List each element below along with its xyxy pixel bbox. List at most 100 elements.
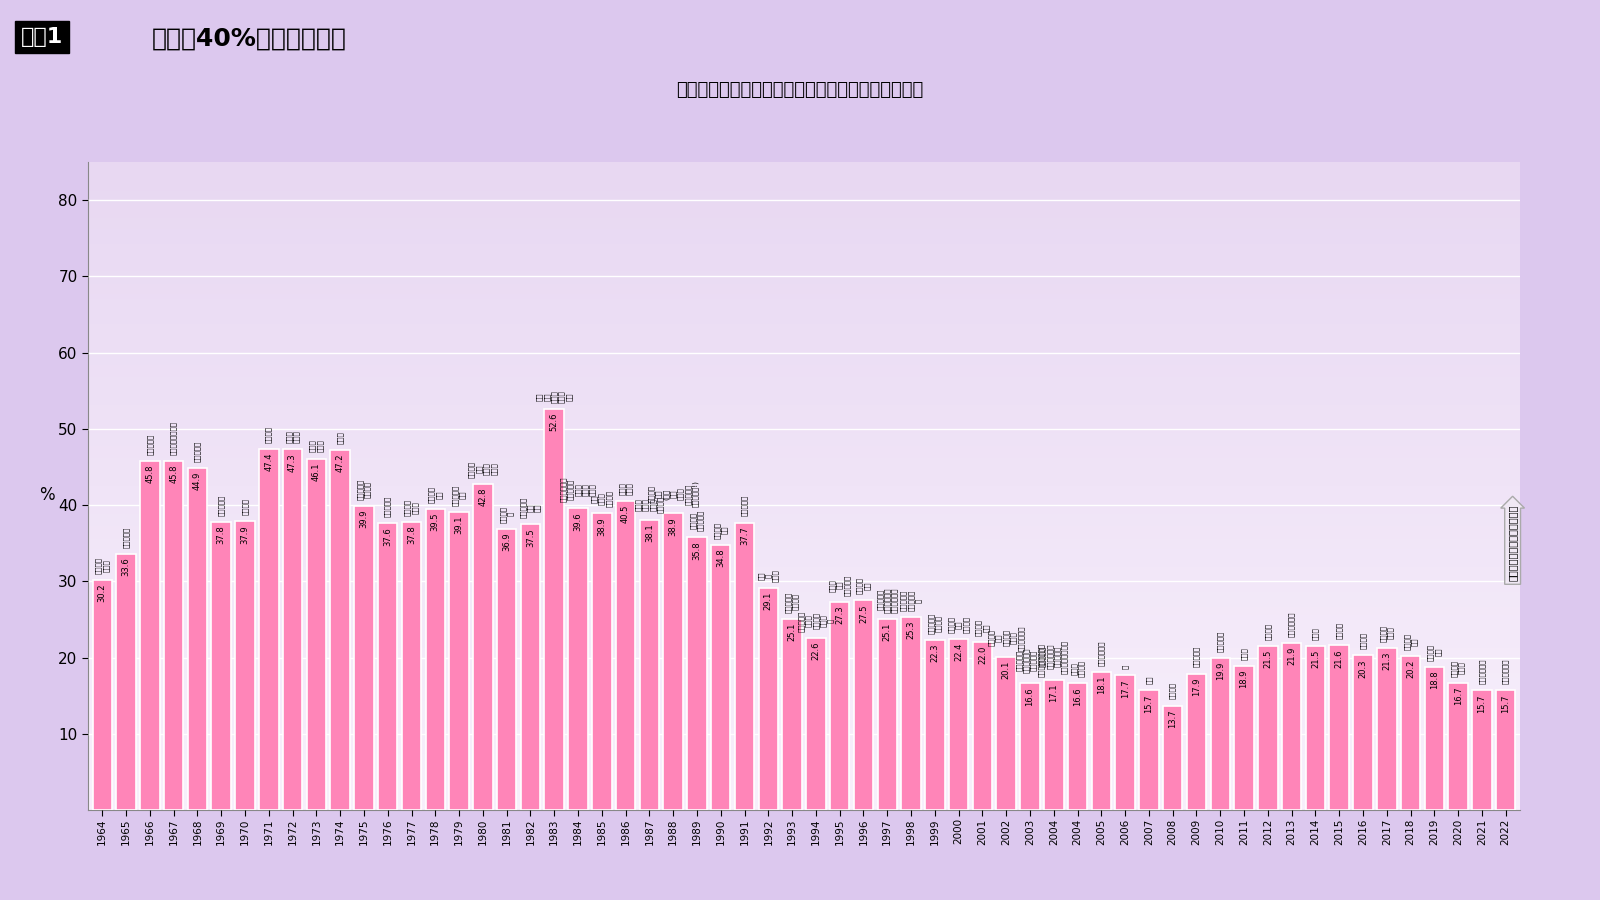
Bar [1306, 646, 1325, 810]
Text: 37.6: 37.6 [384, 527, 392, 546]
Text: 瞳: 瞳 [1122, 665, 1128, 669]
Bar [1115, 675, 1134, 810]
Text: 15.7: 15.7 [1501, 694, 1510, 713]
Text: 22.4: 22.4 [954, 643, 963, 662]
Text: ノンちゃん
の夢
家族: ノンちゃん の夢 家族 [520, 497, 541, 518]
Bar [307, 459, 326, 810]
Bar [235, 521, 254, 810]
Text: なっちゃん
の鮎: なっちゃん の鮎 [453, 484, 466, 506]
Text: 鳩子の海: 鳩子の海 [266, 426, 272, 443]
Text: 18.9: 18.9 [1240, 670, 1248, 688]
Text: 35.8: 35.8 [693, 541, 701, 560]
Text: 15.7: 15.7 [1477, 694, 1486, 713]
Text: 21.3: 21.3 [1382, 652, 1392, 670]
Text: おひさま: おひさま [1170, 682, 1176, 699]
Text: ちゅらさん: ちゅらさん [741, 495, 747, 517]
Bar [354, 506, 374, 810]
Text: 22.3: 22.3 [930, 644, 939, 662]
Bar [211, 522, 230, 810]
Text: 16.6: 16.6 [1026, 688, 1035, 706]
Bar [734, 523, 754, 810]
Text: 18.1: 18.1 [1098, 676, 1106, 694]
Text: 52.6: 52.6 [550, 413, 558, 431]
Text: 天花: 天花 [1146, 676, 1152, 684]
Text: 17.9: 17.9 [1192, 678, 1202, 696]
Text: 25.1: 25.1 [787, 623, 797, 641]
Text: 20.3: 20.3 [1358, 659, 1368, 678]
Text: 34.8: 34.8 [717, 548, 725, 567]
Y-axis label: %: % [40, 486, 54, 504]
Text: 純情きらり
ファイト: 純情きらり ファイト [786, 591, 798, 613]
Text: 藺子ひとり: 藺子ひとり [194, 440, 200, 462]
Text: 青春
家族
純はん
の応援
金京: 青春 家族 純はん の応援 金京 [536, 391, 573, 403]
Text: 21.5: 21.5 [1310, 650, 1320, 669]
Text: おひさま
女房: おひさま 女房 [856, 577, 870, 594]
Bar [1211, 658, 1230, 810]
Text: まさんの
写真館: まさんの 写真館 [405, 499, 419, 516]
Bar [782, 618, 802, 810]
Text: 39.6: 39.6 [573, 512, 582, 530]
Text: カムカム
エール: カムカム エール [1379, 625, 1394, 642]
Bar [187, 468, 206, 810]
Text: ＮＨＫ朝の連続テレビ小説平均視聴率の年度別推移: ＮＨＫ朝の連続テレビ小説平均視聴率の年度別推移 [677, 81, 923, 99]
Text: おはなはん: おはなはん [123, 526, 130, 548]
Text: 凜凜
駒はん
でメダル: 凜凜 駒はん でメダル [590, 491, 613, 508]
Bar [141, 461, 160, 810]
Bar [544, 409, 563, 810]
Text: おんな
は度胸: おんな は度胸 [619, 482, 632, 495]
Text: 北の家族: 北の家族 [242, 498, 248, 515]
Bar [973, 643, 992, 810]
Text: 天うらら
甘辛しゃん: 天うらら 甘辛しゃん [690, 509, 704, 531]
Text: と姉ちゃん
ようこい: と姉ちゃん ようこい [928, 613, 942, 634]
Bar [806, 638, 826, 810]
Text: 花子とアン
とまんベン
愛: 花子とアン とまんベン 愛 [901, 590, 922, 611]
Text: 37.8: 37.8 [216, 526, 226, 544]
Text: ハイカラ
さん: ハイカラ さん [429, 486, 442, 503]
Bar [163, 461, 184, 810]
Text: 47.2: 47.2 [336, 454, 344, 473]
Bar [1139, 690, 1158, 810]
Text: ロマンス
心は
いつも
はるか: ロマンス 心は いつも はるか [469, 461, 498, 478]
Bar [498, 528, 517, 810]
Bar [1067, 683, 1088, 810]
Text: チョッちゃん
和やっつの
ことの
都の風
先生歌: チョッちゃん 和やっつの ことの 都の風 先生歌 [560, 476, 597, 502]
Text: 40.5: 40.5 [621, 505, 630, 524]
Bar [758, 589, 778, 810]
Text: 37.8: 37.8 [406, 526, 416, 544]
Bar [1091, 672, 1110, 810]
Text: 13.7: 13.7 [1168, 709, 1178, 728]
Text: ちりとてちん: ちりとてちん [1098, 641, 1104, 666]
Text: 図表1: 図表1 [21, 27, 62, 47]
Text: とと姉: とと姉 [1240, 647, 1248, 660]
Text: 花子とアン: 花子とアン [1218, 631, 1224, 652]
Bar [616, 501, 635, 810]
Text: なっちゃん
の姉さん: なっちゃん の姉さん [357, 479, 371, 500]
Text: カムカム
エール: カムカム エール [1451, 660, 1466, 677]
Bar [117, 554, 136, 810]
Text: 天花の
家族
かルんばカ: 天花の 家族 かルんばカ [829, 574, 850, 596]
Text: おちょやん
スカーレット
みをつくし
おヴィよりパディ: おちょやん スカーレット みをつくし おヴィよりパディ [1040, 640, 1069, 673]
Bar [854, 600, 874, 810]
Bar [1234, 666, 1254, 810]
Text: 33.6: 33.6 [122, 558, 131, 576]
Text: 27.3: 27.3 [835, 606, 845, 625]
Text: あまちゃん: あまちゃん [1194, 646, 1200, 668]
Text: ていちゃん: ていちゃん [384, 496, 390, 518]
Text: たまゆら
うず潮: たまゆら うず潮 [96, 557, 109, 573]
Text: 30.2: 30.2 [98, 583, 107, 602]
Text: 38.1: 38.1 [645, 524, 654, 542]
Text: ちむどん
ドン
カムカム
エール
舞いあがれ！: ちむどん ドン カムカム エール 舞いあがれ！ [989, 626, 1024, 651]
Bar [877, 618, 898, 810]
Bar [1330, 645, 1349, 810]
Text: 39.1: 39.1 [454, 516, 464, 535]
Text: 雲のじ: 雲のじ [338, 431, 344, 444]
Text: 前期ドラマ名／後期ドラマ名: 前期ドラマ名／後期ドラマ名 [1507, 505, 1518, 581]
Text: おちょやん
スカーレット
みをつくし
おヴィよりパディ: おちょやん スカーレット みをつくし おヴィよりパディ [1016, 644, 1045, 678]
Bar [1021, 683, 1040, 810]
Text: 春よぴよ
来い
(前か
いら
っちゃ
やあくすど
ん子かりん!): 春よぴよ 来い (前か いら っちゃ やあくすど ん子かりん!) [648, 481, 699, 508]
Bar [688, 537, 707, 810]
Text: なつぞら: なつぞら [1264, 623, 1270, 640]
Text: 17.7: 17.7 [1120, 679, 1130, 698]
Text: 19.9: 19.9 [1216, 662, 1224, 680]
Text: スカーレット: スカーレット [1288, 611, 1294, 637]
